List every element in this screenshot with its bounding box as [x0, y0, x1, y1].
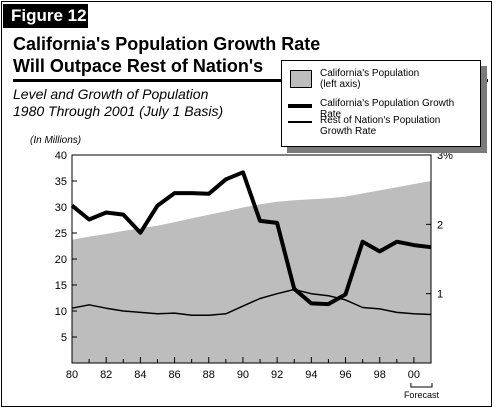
x-tick-label: 82 — [100, 369, 112, 381]
left-tick-label: 10 — [55, 306, 67, 318]
legend-item-ca-growth: California's Population Growth Rate — [282, 98, 480, 120]
title-rule — [13, 79, 488, 82]
x-tick-label: 84 — [134, 369, 146, 381]
legend-label-sub: Growth Rate — [320, 126, 377, 137]
x-tick-label: 00 — [408, 369, 420, 381]
legend-swatch-thick-line — [288, 104, 312, 108]
left-tick-label: 30 — [55, 202, 67, 214]
left-tick-label: 15 — [55, 280, 67, 292]
left-tick-label: 20 — [55, 254, 67, 266]
legend-swatch-thin-line — [288, 121, 312, 123]
legend: California's Population (left axis) Cali… — [281, 60, 481, 147]
chart-title-line1: California's Population Growth Rate — [13, 34, 321, 54]
forecast-bracket — [410, 383, 433, 388]
left-tick-label: 40 — [55, 150, 67, 162]
series-area-ca-population — [72, 181, 431, 363]
left-axis-unit: (In Millions) — [30, 135, 81, 146]
left-tick-label: 5 — [61, 332, 67, 344]
x-tick-label: 90 — [237, 369, 249, 381]
x-tick-label: 88 — [203, 369, 215, 381]
legend-label-sub: (left axis) — [320, 79, 361, 90]
right-tick-label: 1 — [437, 289, 443, 301]
x-tick-label: 96 — [339, 369, 351, 381]
legend-item-nation-growth: Rest of Nation's Population Growth Rate — [282, 115, 480, 139]
legend-label: California's Population — [320, 68, 420, 79]
x-tick-label: 98 — [374, 369, 386, 381]
x-tick-label: 80 — [66, 369, 78, 381]
forecast-label: Forecast — [404, 390, 440, 400]
right-tick-label: 2 — [437, 219, 443, 231]
legend-item-ca-population: California's Population (left axis) — [282, 68, 480, 92]
right-tick-label: 3% — [437, 150, 453, 162]
chart-subtitle-line2: 1980 Through 2001 (July 1 Basis) — [13, 103, 224, 119]
x-tick-label: 94 — [305, 369, 317, 381]
legend-swatch-area — [290, 70, 312, 88]
left-tick-label: 25 — [55, 228, 67, 240]
chart-title-line2: Will Outpace Rest of Nation's — [13, 56, 264, 76]
chart-subtitle: Level and Growth of Population 1980 Thro… — [13, 86, 223, 120]
x-tick-label: 92 — [271, 369, 283, 381]
chart-title: California's Population Growth Rate Will… — [13, 33, 320, 77]
series-line-nation-growth — [71, 288, 432, 316]
series-line-ca-growth — [70, 170, 432, 307]
x-tick-label: 86 — [168, 369, 180, 381]
figure-label: Figure 12 — [3, 4, 88, 28]
legend-label: Rest of Nation's Population — [320, 115, 441, 126]
legend-label: California's Population Growth Rate — [320, 98, 455, 120]
left-tick-label: 35 — [55, 176, 67, 188]
chart-subtitle-line1: Level and Growth of Population — [13, 86, 209, 102]
